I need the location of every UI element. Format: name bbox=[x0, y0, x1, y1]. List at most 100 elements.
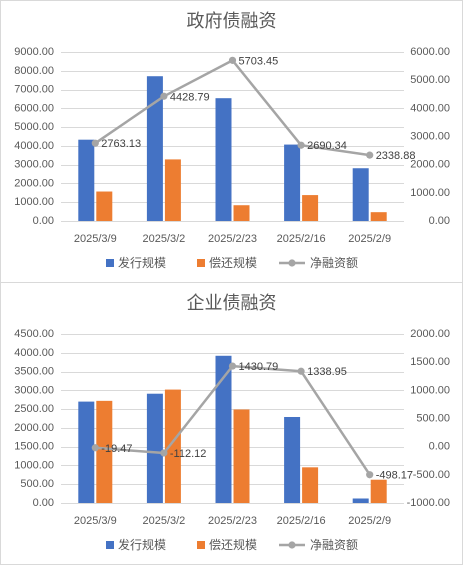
y-axis-tick-label: 7000.00 bbox=[14, 84, 54, 96]
net-financing-marker bbox=[228, 56, 237, 64]
net-financing-data-label: 4428.79 bbox=[170, 91, 210, 103]
chart-title: 企业债融资 bbox=[186, 293, 277, 314]
legend-swatch bbox=[197, 259, 205, 267]
issuance-bar bbox=[146, 393, 163, 503]
secondary-y-axis-tick-label: 6000.00 bbox=[410, 46, 450, 58]
y-axis-tick-label: 0.00 bbox=[33, 497, 54, 509]
y-axis-tick-label: 2500.00 bbox=[14, 403, 54, 415]
x-axis-tick-label: 2025/2/16 bbox=[277, 233, 326, 245]
y-axis-tick-label: 2000.00 bbox=[14, 177, 54, 189]
repayment-bar bbox=[96, 400, 113, 503]
net-financing-data-label: 1430.79 bbox=[239, 361, 279, 373]
x-axis-tick-label: 2025/3/9 bbox=[74, 515, 117, 527]
legend-item-net-financing: 净融资额 bbox=[279, 256, 358, 270]
net-financing-data-label: 1338.95 bbox=[307, 366, 347, 378]
legend-item-repayment: 偿还规模 bbox=[197, 255, 257, 270]
net-financing-data-label: -498.17 bbox=[376, 470, 413, 482]
secondary-y-axis-tick-label: 1000.00 bbox=[410, 384, 450, 396]
x-axis-tick-label: 2025/2/16 bbox=[277, 515, 326, 527]
net-financing-marker bbox=[297, 141, 305, 149]
issuance-bar bbox=[352, 168, 369, 221]
legend-item-repayment: 偿还规模 bbox=[197, 537, 257, 552]
secondary-y-axis-tick-label: 3000.00 bbox=[410, 131, 450, 143]
repayment-bar bbox=[302, 195, 319, 221]
issuance-bar bbox=[146, 76, 163, 222]
repayment-bar bbox=[302, 467, 319, 503]
y-axis-tick-label: 4500.00 bbox=[14, 328, 54, 340]
x-axis-tick-label: 2025/2/23 bbox=[208, 233, 257, 245]
net-financing-marker bbox=[297, 367, 305, 375]
secondary-y-axis-tick-label: 5000.00 bbox=[410, 74, 450, 86]
y-axis-tick-label: 1000.00 bbox=[14, 196, 54, 208]
y-axis-tick-label: 3000.00 bbox=[14, 159, 54, 171]
legend-marker-swatch bbox=[288, 541, 296, 549]
y-axis-tick-label: 9000.00 bbox=[14, 46, 54, 58]
issuance-bar bbox=[284, 144, 301, 221]
secondary-y-axis-tick-label: -1000.00 bbox=[407, 497, 450, 509]
net-financing-data-label: 5703.45 bbox=[239, 55, 279, 67]
repayment-bar bbox=[370, 212, 387, 221]
repayment-bar bbox=[164, 389, 181, 503]
chart-plot: 0.00 500.00 1000.00 1500.00 2000.00 2500.00 30… bbox=[14, 328, 450, 552]
net-financing-marker bbox=[91, 139, 99, 147]
net-financing-marker bbox=[160, 92, 168, 100]
issuance-bar bbox=[78, 401, 95, 503]
secondary-y-axis-tick-label: 2000.00 bbox=[410, 328, 450, 340]
x-axis-tick-label: 2025/2/9 bbox=[348, 233, 391, 245]
net-financing-marker bbox=[160, 449, 168, 457]
secondary-y-axis-tick-label: 0.00 bbox=[429, 441, 450, 453]
secondary-y-axis-tick-label: -500.00 bbox=[413, 469, 450, 481]
issuance-bar bbox=[78, 139, 95, 221]
legend-marker-swatch bbox=[288, 259, 296, 267]
legend-label: 发行规模 bbox=[118, 255, 166, 270]
legend-swatch bbox=[106, 541, 114, 549]
net-financing-data-label: -112.12 bbox=[170, 448, 207, 460]
repayment-bar bbox=[164, 159, 181, 221]
net-financing-data-label: 2690.34 bbox=[307, 140, 347, 152]
legend-label: 偿还规模 bbox=[209, 537, 257, 552]
repayment-bar bbox=[233, 205, 250, 221]
issuance-bar bbox=[352, 498, 369, 503]
y-axis-tick-label: 2000.00 bbox=[14, 422, 54, 434]
chart-plot: 0.00 1000.00 2000.00 3000.00 4000.00 5000.00 6… bbox=[14, 46, 450, 270]
repayment-bar bbox=[233, 409, 250, 503]
net-financing-data-label: 2338.88 bbox=[376, 150, 416, 162]
y-axis-tick-label: 500.00 bbox=[20, 478, 54, 490]
net-financing-data-label: -19.47 bbox=[101, 443, 132, 455]
y-axis-tick-label: 3500.00 bbox=[14, 366, 54, 378]
secondary-y-axis-tick-label: 4000.00 bbox=[410, 102, 450, 114]
repayment-bar bbox=[370, 479, 387, 503]
legend-label: 发行规模 bbox=[118, 537, 166, 552]
legend-label: 净融资额 bbox=[310, 256, 358, 270]
net-financing-marker bbox=[91, 444, 99, 452]
y-axis-tick-label: 1000.00 bbox=[14, 459, 54, 471]
y-axis-tick-label: 8000.00 bbox=[14, 65, 54, 77]
secondary-y-axis-tick-label: 0.00 bbox=[429, 215, 450, 227]
net-financing-marker bbox=[366, 471, 374, 479]
y-axis-tick-label: 0.00 bbox=[33, 215, 54, 227]
repayment-bar bbox=[96, 191, 113, 221]
legend-swatch bbox=[106, 259, 114, 267]
secondary-y-axis-tick-label: 2000.00 bbox=[410, 159, 450, 171]
secondary-y-axis-tick-label: 1500.00 bbox=[410, 356, 450, 368]
x-axis-tick-label: 2025/3/2 bbox=[142, 515, 185, 527]
net-financing-line bbox=[94, 364, 371, 476]
y-axis-tick-label: 3000.00 bbox=[14, 384, 54, 396]
net-financing-data-label: 2763.13 bbox=[101, 138, 141, 150]
corporate-bond-financing-chart: 企业债融资 0.00 500.00 1000.00 1500.00 2000.00 250… bbox=[0, 282, 463, 565]
y-axis-tick-label: 6000.00 bbox=[14, 102, 54, 114]
secondary-y-axis-tick-label: 1000.00 bbox=[410, 187, 450, 199]
y-axis-tick-label: 4000.00 bbox=[14, 140, 54, 152]
y-axis-tick-label: 5000.00 bbox=[14, 121, 54, 133]
legend-label: 偿还规模 bbox=[209, 255, 257, 270]
legend-swatch bbox=[197, 541, 205, 549]
legend-label: 净融资额 bbox=[310, 538, 358, 552]
legend-item-issuance: 发行规模 bbox=[106, 255, 166, 270]
government-bond-financing-chart: 政府债融资 0.00 1000.00 2000.00 3000.00 4000.00 50… bbox=[0, 0, 463, 283]
x-axis-tick-label: 2025/2/23 bbox=[208, 515, 257, 527]
net-financing-marker bbox=[366, 151, 374, 159]
x-axis-tick-label: 2025/3/9 bbox=[74, 233, 117, 245]
legend-item-issuance: 发行规模 bbox=[106, 537, 166, 552]
issuance-bar bbox=[215, 98, 232, 221]
y-axis-tick-label: 4000.00 bbox=[14, 347, 54, 359]
